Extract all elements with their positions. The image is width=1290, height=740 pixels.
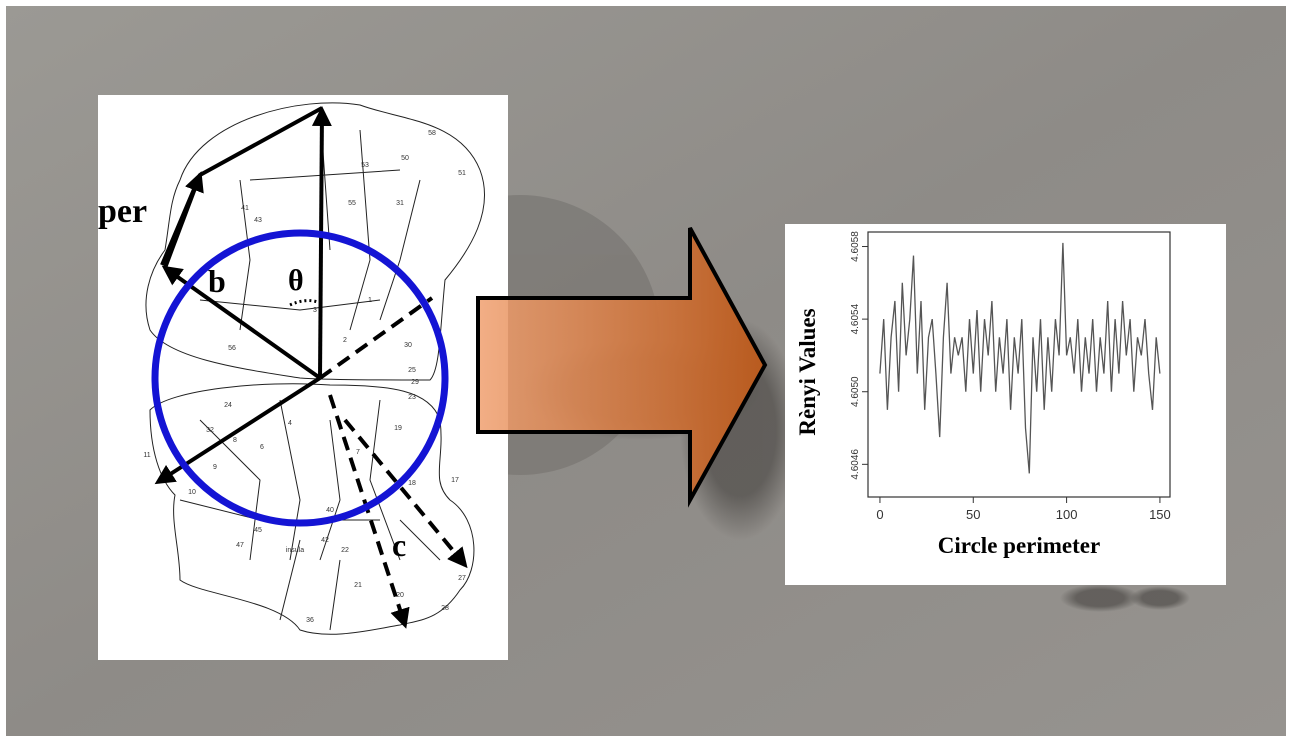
region-number: 27 <box>458 575 466 582</box>
region-number: 53 <box>361 162 369 169</box>
region-number: 41 <box>241 205 249 212</box>
page: per b θ c 585051555331414312330232432910… <box>0 0 1290 740</box>
y-tick-label: 4.6058 <box>850 231 861 262</box>
region-number: 43 <box>254 217 262 224</box>
label-c: c <box>392 527 406 563</box>
region-number: 21 <box>354 582 362 589</box>
region-number: 9 <box>213 464 217 471</box>
region-number: 45 <box>254 527 262 534</box>
region-number: 19 <box>394 425 402 432</box>
region-number: 1 <box>368 297 372 304</box>
x-tick-label: 100 <box>1056 507 1078 522</box>
region-number: 40 <box>326 507 334 514</box>
label-theta: θ <box>288 264 304 297</box>
region-number: 23 <box>408 394 416 401</box>
region-number: 58 <box>428 130 436 137</box>
y-axis-label: Rènyi Values <box>795 308 820 435</box>
region-number: 18 <box>408 480 416 487</box>
region-number: 56 <box>228 345 236 352</box>
region-number: 32 <box>206 427 214 434</box>
region-number: 47 <box>236 542 244 549</box>
region-number: 42 <box>321 537 329 544</box>
region-number: 25 <box>408 367 416 374</box>
region-number: 24 <box>224 402 232 409</box>
x-tick-label: 150 <box>1149 507 1171 522</box>
region-number: 22 <box>341 547 349 554</box>
x-axis-label: Circle perimeter <box>938 533 1100 558</box>
region-number: 8 <box>233 437 237 444</box>
region-number: 11 <box>143 452 150 459</box>
region-number: 2 <box>343 337 347 344</box>
region-number: 31 <box>396 200 404 207</box>
region-number: 30 <box>404 342 412 349</box>
y-tick-label: 4.6050 <box>850 376 861 407</box>
region-number: 36 <box>306 617 314 624</box>
region-number: 7 <box>356 449 360 456</box>
figure: per b θ c 585051555331414312330232432910… <box>0 0 1290 740</box>
region-number: 29 <box>411 379 419 386</box>
label-per: per <box>98 193 147 230</box>
region-number: 20 <box>396 592 404 599</box>
region-number: insula <box>286 547 304 554</box>
region-number: 17 <box>451 477 459 484</box>
y-tick-label: 4.6046 <box>850 449 861 480</box>
region-number: 55 <box>348 200 356 207</box>
label-b: b <box>208 263 226 299</box>
region-number: 50 <box>401 155 409 162</box>
region-number: 4 <box>288 420 292 427</box>
y-tick-label: 4.6054 <box>850 303 861 334</box>
region-number: 10 <box>188 489 196 496</box>
x-tick-label: 0 <box>876 507 883 522</box>
region-number: 28 <box>441 605 449 612</box>
region-number: 51 <box>458 170 466 177</box>
region-number: 3 <box>313 307 317 314</box>
x-tick-label: 50 <box>966 507 980 522</box>
region-number: 6 <box>260 444 264 451</box>
